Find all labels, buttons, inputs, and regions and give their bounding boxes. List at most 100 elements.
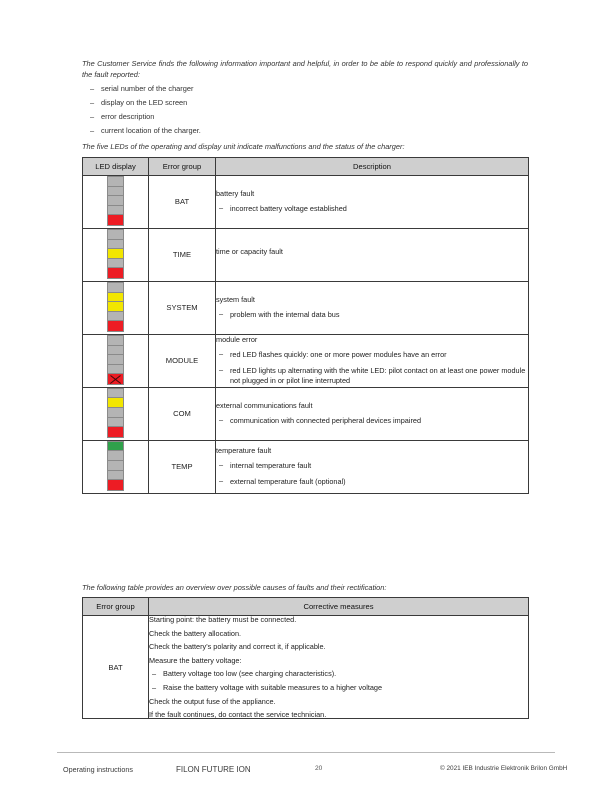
led-segment-red <box>108 427 123 437</box>
led-segment-red <box>108 268 123 278</box>
led-segment-gray <box>108 205 123 216</box>
description-title: time or capacity fault <box>216 247 283 257</box>
bullet-dash-marker: – <box>152 669 157 679</box>
led-display-cell <box>82 227 149 282</box>
measure-bullet-item: – Battery voltage too low (see charging c… <box>149 669 528 679</box>
error-group-cell: TIME <box>148 227 216 282</box>
led-segment-gray <box>108 335 123 346</box>
led-display-cell <box>82 386 149 441</box>
led-segment-red <box>108 215 123 225</box>
led-indicator-bar <box>107 334 124 385</box>
led-segment-gray <box>108 229 123 240</box>
intro-bullet-label: display on the LED screen <box>101 98 188 107</box>
description-bullet-item: – communication with connected peripheral… <box>216 416 528 426</box>
led-indicator-bar <box>107 176 124 226</box>
description-cell: temperature fault – internal temperature f… <box>215 439 529 494</box>
measure-line: Check the battery's polarity and correct… <box>149 642 326 652</box>
led-segment-gray <box>108 408 123 418</box>
led-indicator-bar <box>107 281 124 332</box>
measure-line: Check the battery allocation. <box>149 628 242 638</box>
led-segment-gray <box>108 311 123 322</box>
error-group-cell: TEMP <box>148 439 216 494</box>
led-segment-gray <box>108 355 123 365</box>
table-row: BAT battery fault – incorrect battery volta… <box>82 175 529 229</box>
error-group-cell: SYSTEM <box>148 280 216 335</box>
error-group-cell: BAT <box>82 614 149 720</box>
description-bullet-item: – red LED flashes quickly: one or more po… <box>216 350 528 360</box>
led-segment-gray <box>108 186 123 197</box>
bullet-dash-marker: – <box>219 475 224 485</box>
intro-bullet-item: – current location of the charger. <box>82 126 528 135</box>
led-segment-gray <box>108 177 123 187</box>
led-table-body: BAT battery fault – incorrect battery volta… <box>82 175 529 494</box>
error-group-cell: BAT <box>148 175 216 229</box>
corrective-table-caption: The following table provides an overview… <box>82 583 387 592</box>
intro-paragraph: The Customer Service finds the following… <box>82 59 528 80</box>
footer-page-number: 20 <box>315 765 323 772</box>
description-bullet-item: – red LED lights up alternating with the … <box>216 366 528 386</box>
description-bullet-item: – incorrect battery voltage established <box>216 204 528 214</box>
description-title: module error <box>216 334 258 344</box>
error-group-cell: MODULE <box>148 333 216 388</box>
led-display-cell <box>82 175 149 229</box>
measure-line: If the fault continues, do contact the s… <box>149 710 327 720</box>
led-segment-yellow <box>108 398 123 409</box>
description-bullet-label: problem with the internal data bus <box>230 309 340 319</box>
description-bullet-label: incorrect battery voltage established <box>230 203 347 213</box>
description-title: system fault <box>216 295 255 305</box>
header-corrective-measures: Corrective measures <box>148 597 529 616</box>
led-segment-gray <box>108 258 123 269</box>
footer-copyright: © 2021 IEB Industrie Elektronik Brilon G… <box>440 765 568 772</box>
intro-bullet-label: error description <box>101 112 155 121</box>
measure-line: Starting point: the battery must be conn… <box>149 615 297 624</box>
led-segment-gray <box>108 345 123 356</box>
bullet-dash-marker: – <box>90 126 95 135</box>
footer-product: FILON FUTURE ION <box>176 765 251 774</box>
led-segment-red <box>108 480 123 490</box>
measure-line: Measure the battery voltage: <box>149 655 242 665</box>
corrective-measures-table: Error group Corrective measures BAT Start… <box>82 597 529 720</box>
intro-bullet-item: – error description <box>82 112 528 121</box>
description-bullet-label: external temperature fault (optional) <box>230 476 346 486</box>
bullet-dash-marker: – <box>90 98 95 107</box>
description-cell: time or capacity fault <box>215 227 529 282</box>
header-error-group-2: Error group <box>82 597 149 616</box>
table-row: TEMP temperature fault – internal temperatu… <box>82 439 529 494</box>
measure-bullet-item: – Raise the battery voltage with suitable… <box>149 682 528 692</box>
led-segment-gray <box>108 388 123 399</box>
led-table-header-row: LED display Error group Description <box>82 157 529 176</box>
corrective-measures-cell: Starting point: the battery must be conn… <box>148 614 529 720</box>
header-error-group: Error group <box>148 157 216 176</box>
intro-bullet-label: serial number of the charger <box>101 84 194 93</box>
corrective-table-body: BAT Starting point: the battery must be c… <box>82 614 529 720</box>
bullet-dash-marker: – <box>152 682 157 692</box>
led-indicator-bar <box>107 387 124 438</box>
description-cell: external communications fault – communicat… <box>215 386 529 441</box>
error-group-cell: COM <box>148 386 216 441</box>
corrective-table-header-row: Error group Corrective measures <box>82 597 529 616</box>
led-display-cell <box>82 439 149 494</box>
led-segment-gray <box>108 470 123 481</box>
description-title: temperature fault <box>216 445 272 455</box>
led-segment-yellow <box>108 292 123 303</box>
led-indicator-bar <box>107 440 124 491</box>
measure-line: Check the output fuse of the appliance. <box>149 696 276 706</box>
description-bullet-item: – external temperature fault (optional) <box>216 477 528 487</box>
bullet-dash-marker: – <box>90 84 95 93</box>
table-row: MODULE module error – red LED flashes quick… <box>82 333 529 388</box>
description-cell: battery fault – incorrect battery voltage … <box>215 175 529 229</box>
led-table-caption: The five LEDs of the operating and displ… <box>82 142 405 151</box>
description-title: battery fault <box>216 189 255 199</box>
led-segment-gray <box>108 364 123 375</box>
led-display-cell <box>82 280 149 335</box>
led-segment-gray <box>108 461 123 471</box>
intro-bullet-list: – serial number of the charger – display on… <box>82 85 528 141</box>
description-bullet-item: – internal temperature fault <box>216 461 528 471</box>
intro-bullet-label: current location of the charger. <box>101 126 201 135</box>
description-title: external communications fault <box>216 401 313 411</box>
led-segment-red <box>108 321 123 331</box>
table-row: COM external communications fault – communi… <box>82 386 529 441</box>
bullet-dash-marker: – <box>219 202 224 212</box>
table-row: TIME time or capacity fault <box>82 227 529 282</box>
